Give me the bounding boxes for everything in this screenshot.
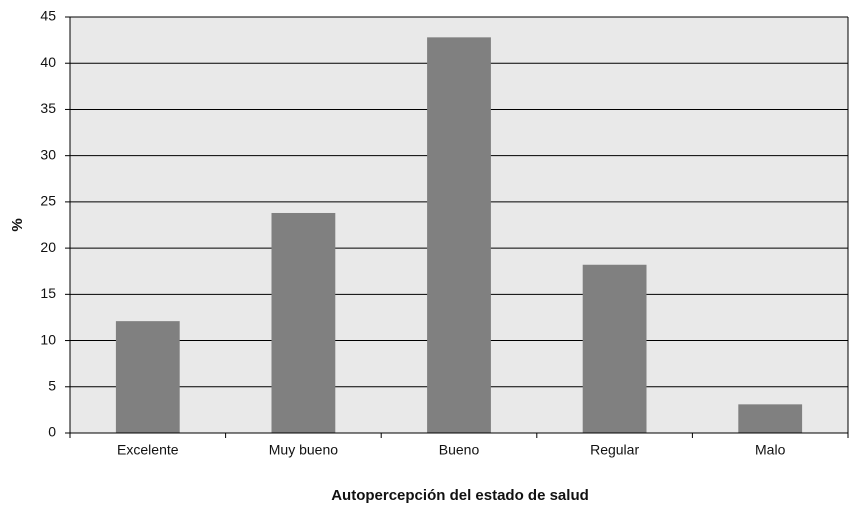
y-tick-label: 25	[40, 193, 56, 209]
y-tick-label: 45	[40, 8, 56, 24]
x-tick-label: Malo	[755, 442, 786, 458]
bar	[115, 321, 180, 433]
y-tick-label: 40	[40, 54, 56, 70]
bar	[738, 404, 803, 433]
y-tick-label: 20	[40, 239, 56, 255]
x-tick-label: Muy bueno	[269, 442, 338, 458]
y-tick-label: 15	[40, 285, 56, 301]
x-tick-label: Bueno	[439, 442, 480, 458]
y-tick-label: 35	[40, 100, 56, 116]
bar	[427, 37, 491, 434]
y-tick-label: 0	[48, 424, 56, 440]
y-tick-label: 10	[40, 331, 56, 347]
y-tick-label: 5	[48, 377, 56, 393]
y-axis-label: %	[9, 218, 26, 231]
bar	[271, 212, 336, 433]
x-axis-label: Autopercepción del estado de salud	[331, 487, 589, 504]
x-tick-label: Regular	[590, 442, 639, 458]
x-tick-label: Excelente	[117, 442, 179, 458]
bar	[582, 264, 647, 433]
y-tick-label: 30	[40, 146, 56, 162]
